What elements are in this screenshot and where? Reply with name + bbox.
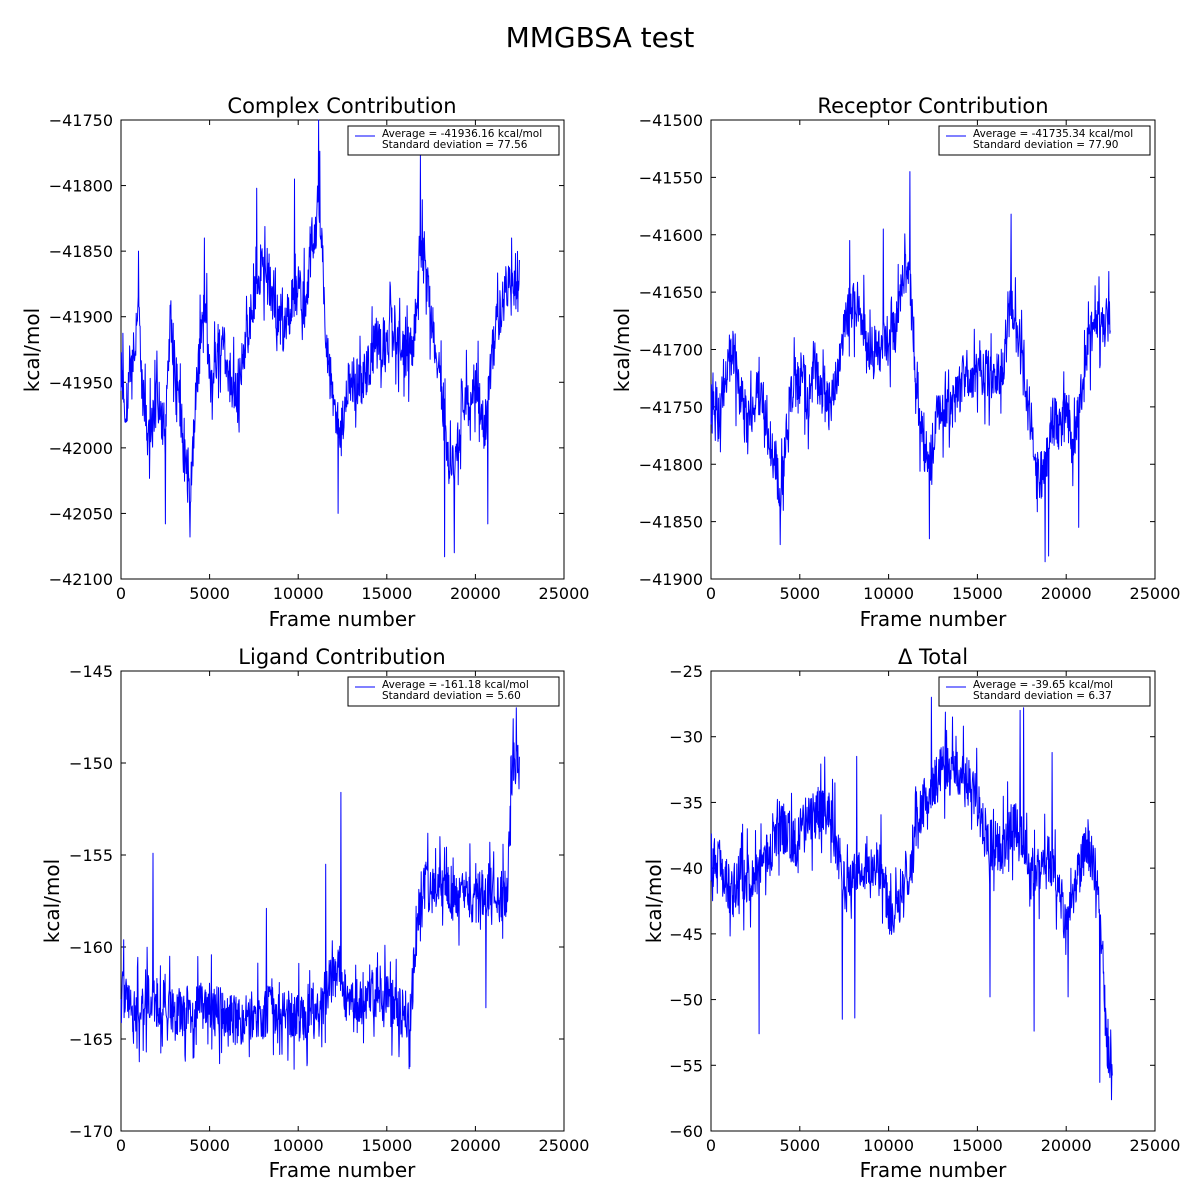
y-tick-label: −41550: [639, 168, 703, 187]
series-line: [120, 119, 520, 558]
legend-entry: Standard deviation = 6.37: [973, 690, 1112, 702]
x-tick-label: 15000: [361, 1136, 412, 1155]
y-tick-label: −41750: [639, 398, 703, 417]
series-line: [710, 696, 1113, 1101]
x-axis-label: Frame number: [860, 607, 1008, 631]
x-tick-label: 0: [706, 1136, 716, 1155]
y-tick-label: −41850: [49, 242, 113, 261]
x-tick-label: 15000: [361, 584, 412, 603]
x-tick-label: 15000: [952, 584, 1003, 603]
x-axis-label: Frame number: [860, 1158, 1008, 1182]
y-tick-label: −50: [669, 991, 703, 1010]
x-tick-label: 0: [706, 584, 716, 603]
x-tick-label: 0: [116, 1136, 126, 1155]
legend-entry: Average = -41936.16 kcal/mol: [382, 128, 542, 140]
y-tick-label: −150: [69, 754, 113, 773]
x-tick-label: 20000: [1041, 1136, 1092, 1155]
y-tick-label: −170: [69, 1122, 113, 1141]
y-tick-label: −41750: [49, 111, 113, 130]
subplot-title: Complex Contribution: [227, 94, 456, 118]
x-tick-label: 5000: [189, 584, 230, 603]
y-tick-label: −41900: [49, 308, 113, 327]
y-tick-label: −35: [669, 793, 703, 812]
x-tick-label: 5000: [189, 1136, 230, 1155]
subplot-receptor: Receptor Contribution Frame number kcal/…: [610, 94, 1180, 631]
y-tick-label: −41900: [639, 570, 703, 589]
plot-area: [710, 119, 1156, 580]
plot-area: [120, 119, 565, 580]
y-tick-label: −41700: [639, 341, 703, 360]
y-axis-label: kcal/mol: [610, 308, 634, 392]
y-tick-label: −160: [69, 938, 113, 957]
subplot-title: Ligand Contribution: [238, 645, 445, 669]
y-tick-label: −25: [669, 662, 703, 681]
x-tick-label: 0: [116, 584, 126, 603]
legend-box: [938, 125, 1151, 156]
x-tick-label: 5000: [779, 1136, 820, 1155]
y-tick-label: −41950: [49, 373, 113, 392]
figure-title: MMGBSA test: [506, 21, 695, 54]
x-tick-label: 20000: [450, 584, 501, 603]
legend-entry: Standard deviation = 5.60: [382, 690, 521, 702]
legend-box: [347, 125, 560, 156]
subplot-delta: Δ Total Frame number kcal/mol 0 5000 10000…: [642, 645, 1180, 1182]
series-line: [710, 171, 1111, 563]
y-tick-label: −155: [69, 846, 113, 865]
x-axis-label: Frame number: [269, 607, 417, 631]
x-tick-label: 20000: [450, 1136, 501, 1155]
x-axis-label: Frame number: [269, 1158, 417, 1182]
y-tick-label: −30: [669, 728, 703, 747]
y-tick-label: −55: [669, 1056, 703, 1075]
y-tick-label: −165: [69, 1030, 113, 1049]
y-tick-label: −42050: [49, 504, 113, 523]
x-tick-label: 20000: [1041, 584, 1092, 603]
x-tick-label: 5000: [779, 584, 820, 603]
x-tick-label: 10000: [863, 584, 914, 603]
y-tick-label: −41600: [639, 226, 703, 245]
y-tick-label: −41500: [639, 111, 703, 130]
legend-entry: Average = -41735.34 kcal/mol: [973, 128, 1133, 140]
legend-entry: Standard deviation = 77.90: [973, 139, 1118, 151]
legend-entry: Average = -39.65 kcal/mol: [973, 679, 1113, 691]
subplot-ligand: Ligand Contribution Frame number kcal/mo…: [40, 645, 589, 1182]
y-axis-label: kcal/mol: [642, 859, 666, 943]
subplot-title: Δ Total: [898, 645, 968, 669]
y-tick-label: −41800: [639, 455, 703, 474]
x-tick-label: 25000: [539, 1136, 590, 1155]
y-axis-label: kcal/mol: [40, 859, 64, 943]
x-tick-label: 10000: [273, 1136, 324, 1155]
y-axis-label: kcal/mol: [20, 308, 44, 392]
series-line: [120, 707, 520, 1070]
x-tick-label: 25000: [539, 584, 590, 603]
y-tick-label: −45: [669, 925, 703, 944]
x-tick-label: 15000: [952, 1136, 1003, 1155]
y-tick-label: −41850: [639, 513, 703, 532]
y-tick-label: −42100: [49, 570, 113, 589]
x-tick-label: 10000: [863, 1136, 914, 1155]
x-tick-label: 10000: [273, 584, 324, 603]
x-tick-label: 25000: [1130, 584, 1181, 603]
y-tick-label: −41650: [639, 283, 703, 302]
subplot-title: Receptor Contribution: [817, 94, 1048, 118]
plot-area: [710, 670, 1156, 1132]
y-tick-label: −60: [669, 1122, 703, 1141]
legend-entry: Standard deviation = 77.56: [382, 139, 528, 151]
y-tick-label: −41800: [49, 177, 113, 196]
legend-box: [347, 676, 560, 707]
y-tick-label: −145: [69, 662, 113, 681]
x-tick-label: 25000: [1130, 1136, 1181, 1155]
subplot-complex: Complex Contribution Frame number kcal/m…: [20, 94, 589, 631]
y-tick-label: −40: [669, 859, 703, 878]
legend-entry: Average = -161.18 kcal/mol: [382, 679, 529, 691]
y-tick-label: −42000: [49, 439, 113, 458]
legend-box: [938, 676, 1151, 707]
